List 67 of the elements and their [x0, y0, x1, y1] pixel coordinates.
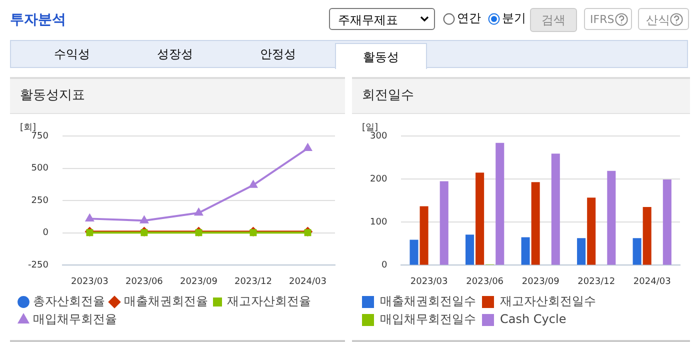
legend-label: 재고자산회전일수	[500, 294, 596, 308]
point	[194, 208, 203, 216]
text: 투자분석	[10, 11, 66, 29]
bar	[577, 238, 586, 265]
x-tick-label: 2023/03	[70, 276, 108, 287]
legend-label: 매입채무회전일수	[380, 312, 476, 326]
legend-label: 매입채무회전율	[33, 312, 117, 326]
text: 연간	[457, 10, 481, 27]
bar	[521, 237, 530, 265]
x-tick-label: 2023/12	[234, 276, 272, 287]
text: IFRS	[584, 8, 632, 30]
bar	[410, 240, 418, 265]
legend-label: 매출채권회전일수	[380, 294, 476, 308]
legend-label: 매출채권회전율	[124, 294, 208, 308]
y-tick-label: 250	[31, 196, 49, 206]
bar	[476, 172, 484, 265]
text: 주재무제표	[329, 8, 435, 30]
y-tick-label: -250	[28, 260, 49, 271]
point	[304, 229, 312, 236]
x-tick-label: 2023/06	[126, 276, 164, 287]
chart-title: 회전일수	[352, 79, 690, 114]
x-tick-label: 2024/03	[289, 276, 326, 287]
bar	[440, 181, 448, 265]
bar	[587, 198, 596, 265]
x-tick-label: 2023/06	[466, 276, 504, 287]
y-tick-label: 500	[31, 164, 49, 174]
text: 산식	[638, 8, 689, 30]
bar	[551, 154, 560, 265]
text: 활동성	[335, 43, 427, 69]
y-axis-title: [일]	[362, 122, 378, 133]
text: 분기	[502, 10, 526, 27]
chart-title: 활동성지표	[10, 79, 345, 114]
y-tick-label: 0	[42, 228, 49, 238]
bar	[496, 142, 504, 265]
bar	[607, 170, 616, 265]
bar	[632, 238, 642, 265]
y-tick-label: 200	[370, 174, 388, 184]
x-tick-label: 2023/03	[410, 276, 448, 287]
x-tick-label: 2023/12	[578, 276, 616, 287]
bar	[662, 180, 672, 265]
point	[304, 144, 312, 152]
text: 수익성	[53, 46, 91, 63]
point	[86, 214, 94, 222]
bar	[642, 207, 652, 265]
y-tick-label: 300	[370, 131, 388, 142]
point	[86, 229, 94, 236]
bar	[420, 206, 428, 265]
text: 검색	[530, 8, 577, 32]
y-tick-label: 750	[31, 131, 49, 142]
text: 안정성	[259, 46, 297, 63]
point	[195, 229, 202, 236]
bar	[531, 182, 540, 265]
x-tick-label: 2023/09	[180, 276, 218, 287]
text: 성장성	[156, 46, 194, 63]
y-tick-label: 0	[381, 260, 388, 271]
y-axis-title: [회]	[20, 122, 36, 133]
point	[140, 216, 148, 224]
point	[250, 229, 257, 236]
x-tick-label: 2023/09	[522, 276, 560, 287]
point	[140, 229, 148, 236]
legend-label: 총자산회전율	[33, 294, 105, 308]
point	[249, 180, 258, 188]
y-tick-label: 100	[370, 217, 388, 228]
x-tick-label: 2024/03	[633, 276, 671, 287]
bar	[466, 234, 474, 265]
legend-label: 재고자산회전율	[227, 294, 311, 308]
legend-label: Cash Cycle	[500, 312, 566, 326]
